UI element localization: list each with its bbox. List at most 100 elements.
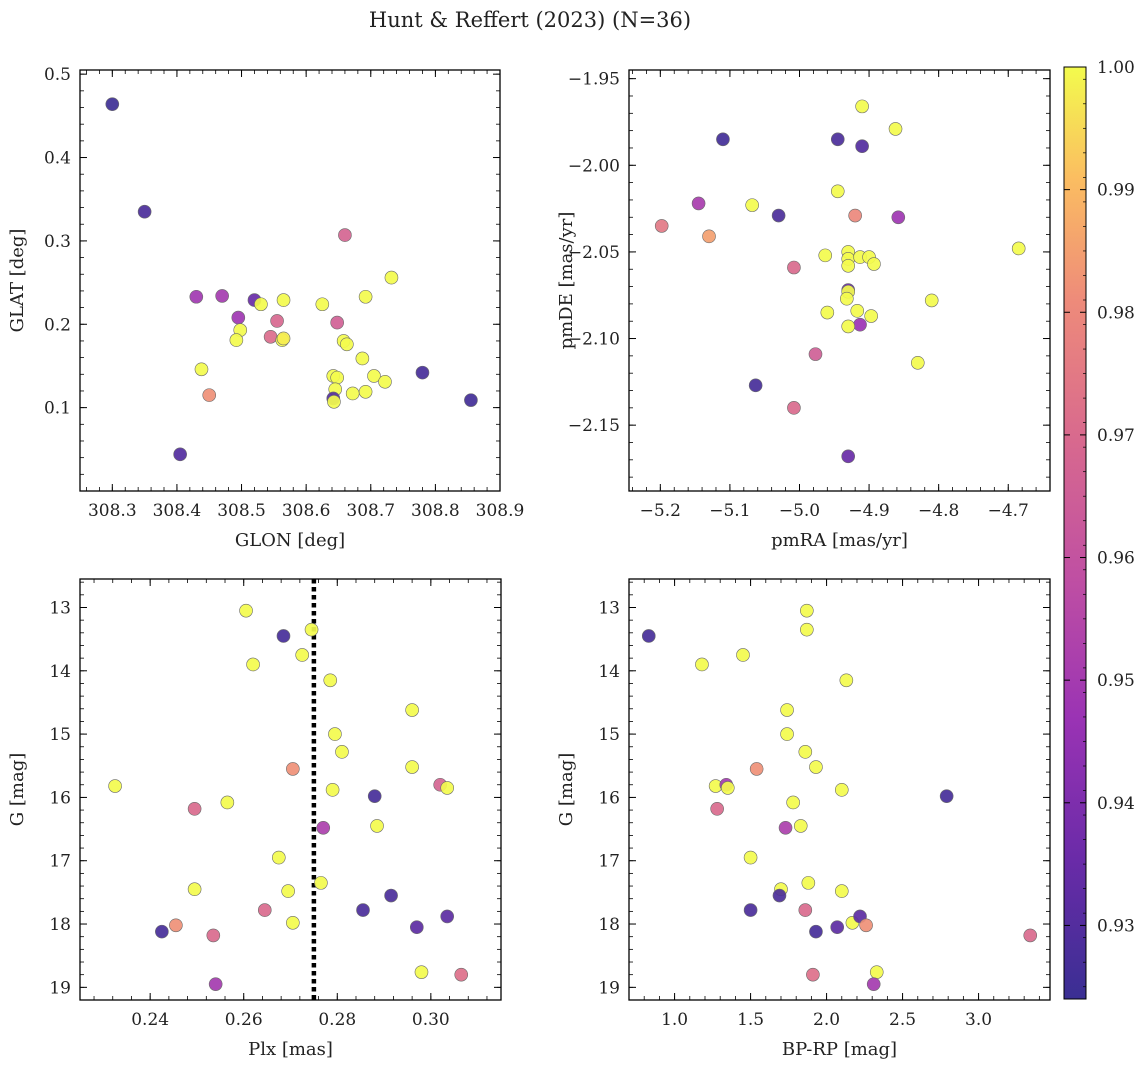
data-point [327, 394, 341, 409]
data-point [276, 293, 291, 307]
data-point [850, 304, 865, 318]
data-point [772, 888, 787, 903]
data-point [787, 401, 801, 415]
y-tick-label: 0.4 [44, 149, 71, 169]
data-point [820, 305, 835, 320]
data-point [440, 781, 455, 795]
data-point [281, 884, 295, 898]
data-point [323, 673, 338, 688]
data-point [780, 703, 794, 717]
y-tick-label: 13 [49, 598, 71, 618]
data-point [786, 795, 800, 810]
data-point [748, 378, 763, 393]
data-point [830, 184, 845, 199]
colorbar-tick-label: 0.97 [1097, 426, 1135, 446]
y-tick-label: 18 [598, 915, 620, 935]
data-point [869, 965, 884, 979]
x-tick-label: 2.5 [889, 1010, 916, 1030]
data-point [286, 762, 300, 776]
data-point [855, 99, 869, 114]
data-point [720, 781, 735, 795]
data-point [328, 727, 342, 741]
data-point [286, 915, 300, 930]
x-tick-label: −4.9 [848, 501, 889, 521]
y-tick-label: −1.95 [568, 70, 620, 90]
y-tick-label: 0.3 [44, 232, 71, 252]
data-point [338, 228, 352, 242]
axes-frame [79, 69, 501, 492]
data-point [384, 270, 399, 285]
colorbar-tick-label: 0.95 [1097, 671, 1135, 691]
data-point [654, 219, 669, 233]
data-point [194, 362, 209, 377]
data-point [105, 97, 120, 111]
data-point [798, 745, 813, 759]
panel-plx-g: 0.24 0.26 0.28 0.30 13 14 15 16 17 18 19 Plx [mas] G… [7, 578, 502, 1060]
colorbar-gradient [1063, 66, 1087, 1000]
data-point [215, 289, 229, 303]
data-point [818, 248, 833, 263]
y-axis-label: pmDE [mas/yr] [556, 212, 577, 350]
data-point [229, 333, 244, 347]
data-point [316, 821, 331, 835]
data-point [231, 310, 246, 325]
data-point [864, 309, 878, 323]
data-point [257, 903, 272, 917]
x-tick-label: −5.1 [709, 501, 750, 521]
data-point [272, 850, 286, 865]
data-point [939, 789, 954, 803]
data-point [367, 369, 381, 383]
y-tick-label: −2.10 [568, 330, 620, 350]
x-tick-label: −4.7 [988, 501, 1029, 521]
x-tick-label: 308.3 [88, 501, 137, 521]
data-point [276, 629, 291, 643]
x-axis-label: GLON [deg] [235, 530, 345, 551]
y-tick-label: 17 [598, 852, 620, 872]
data-point [370, 819, 384, 833]
x-tick-label: 2.0 [813, 1010, 840, 1030]
y-tick-label: 19 [49, 978, 71, 998]
data-point [702, 229, 716, 244]
y-tick-label: 15 [49, 725, 71, 745]
data-point [358, 289, 373, 304]
y-tick-label: 15 [598, 725, 620, 745]
data-point [867, 257, 881, 271]
x-axis-label: pmRA [mas/yr] [771, 530, 908, 551]
colorbar-tick-label: 1.00 [1097, 58, 1135, 78]
data-point [173, 447, 187, 462]
data-point [840, 291, 854, 306]
y-axis-label: G [mag] [556, 753, 577, 826]
x-tick-label: 1.0 [661, 1010, 688, 1030]
y-tick-label: 14 [598, 662, 620, 682]
data-point [206, 928, 221, 943]
data-point [304, 622, 319, 637]
panel-pmra-pmde: −5.2 −5.1 −5.0 −4.9 −4.8 −4.7 −2.15 −2.10 −2.05 −… [556, 69, 1051, 551]
axes-frame [628, 69, 1051, 492]
data-point [891, 210, 906, 225]
x-tick-label: 308.4 [153, 501, 202, 521]
y-tick-label: 18 [49, 915, 71, 935]
x-tick-label: 0.30 [412, 1010, 450, 1030]
colorbar-tick-label: 0.93 [1097, 916, 1135, 936]
data-point [340, 337, 354, 352]
data-point [743, 850, 758, 865]
y-tick-label: 14 [49, 662, 71, 682]
y-tick-label: 16 [49, 788, 71, 808]
x-tick-label: 308.8 [411, 501, 460, 521]
y-tick-label: −2.05 [568, 243, 620, 263]
x-axis-label: BP-RP [mag] [782, 1039, 897, 1060]
data-point [169, 918, 183, 933]
data-point [384, 888, 398, 903]
panel-glon-glat: 308.3 308.4 308.5 308.6 308.7 308.8 308.9 0.1 0.… [7, 65, 524, 551]
data-point [749, 762, 764, 776]
data-point [187, 882, 202, 897]
colorbar-tick-label: 0.99 [1097, 181, 1135, 201]
data-point [801, 876, 816, 890]
x-tick-label: 308.9 [476, 501, 525, 521]
data-point [834, 884, 849, 898]
data-point [830, 920, 845, 934]
data-point [405, 760, 419, 774]
y-tick-label: 0.2 [44, 315, 71, 335]
data-point [356, 903, 370, 917]
x-tick-label: 0.26 [225, 1010, 263, 1030]
